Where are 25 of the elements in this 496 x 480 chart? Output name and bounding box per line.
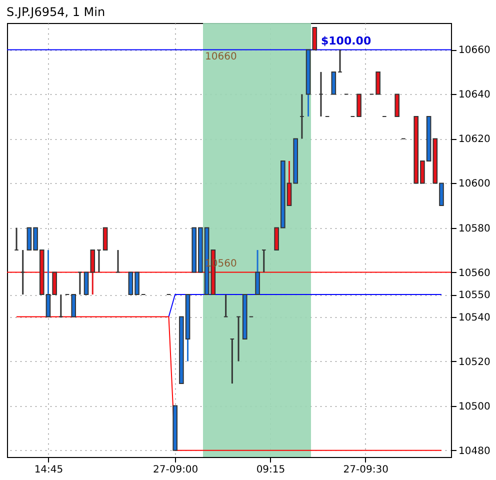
candlestick — [376, 71, 380, 95]
y-tick-label: 10480 — [458, 446, 490, 457]
y-tick-label: 10500 — [458, 401, 490, 412]
y-tick-label: 10600 — [458, 178, 490, 190]
y-tick-label: 10550 — [458, 290, 490, 302]
y-tick-label: 10580 — [458, 223, 490, 234]
chart-title: S.JP.J6954, 1 Min — [6, 5, 106, 19]
annotation: $100.00 — [321, 34, 372, 48]
candlestick — [102, 227, 108, 251]
candlestick — [331, 71, 336, 95]
y-tick-label: 10560 — [458, 268, 490, 279]
candlestick — [356, 94, 362, 117]
y-tick-label: 10540 — [458, 312, 490, 324]
candlestick — [394, 94, 400, 117]
y-tick-label: 10620 — [458, 134, 490, 146]
candlestick — [71, 294, 76, 318]
x-tick-label: 09:15 — [256, 464, 286, 476]
y-tick-label: 10660 — [458, 45, 490, 56]
annotation: 10660 — [205, 52, 237, 63]
y-tick-label: 10520 — [458, 356, 490, 368]
y-tick-label: 10640 — [458, 90, 490, 101]
x-tick-label: 27-09:00 — [153, 464, 198, 476]
x-tick-label: 14:45 — [34, 464, 64, 476]
candlestick — [255, 249, 260, 296]
x-tick-label: 27-09:30 — [343, 464, 388, 476]
